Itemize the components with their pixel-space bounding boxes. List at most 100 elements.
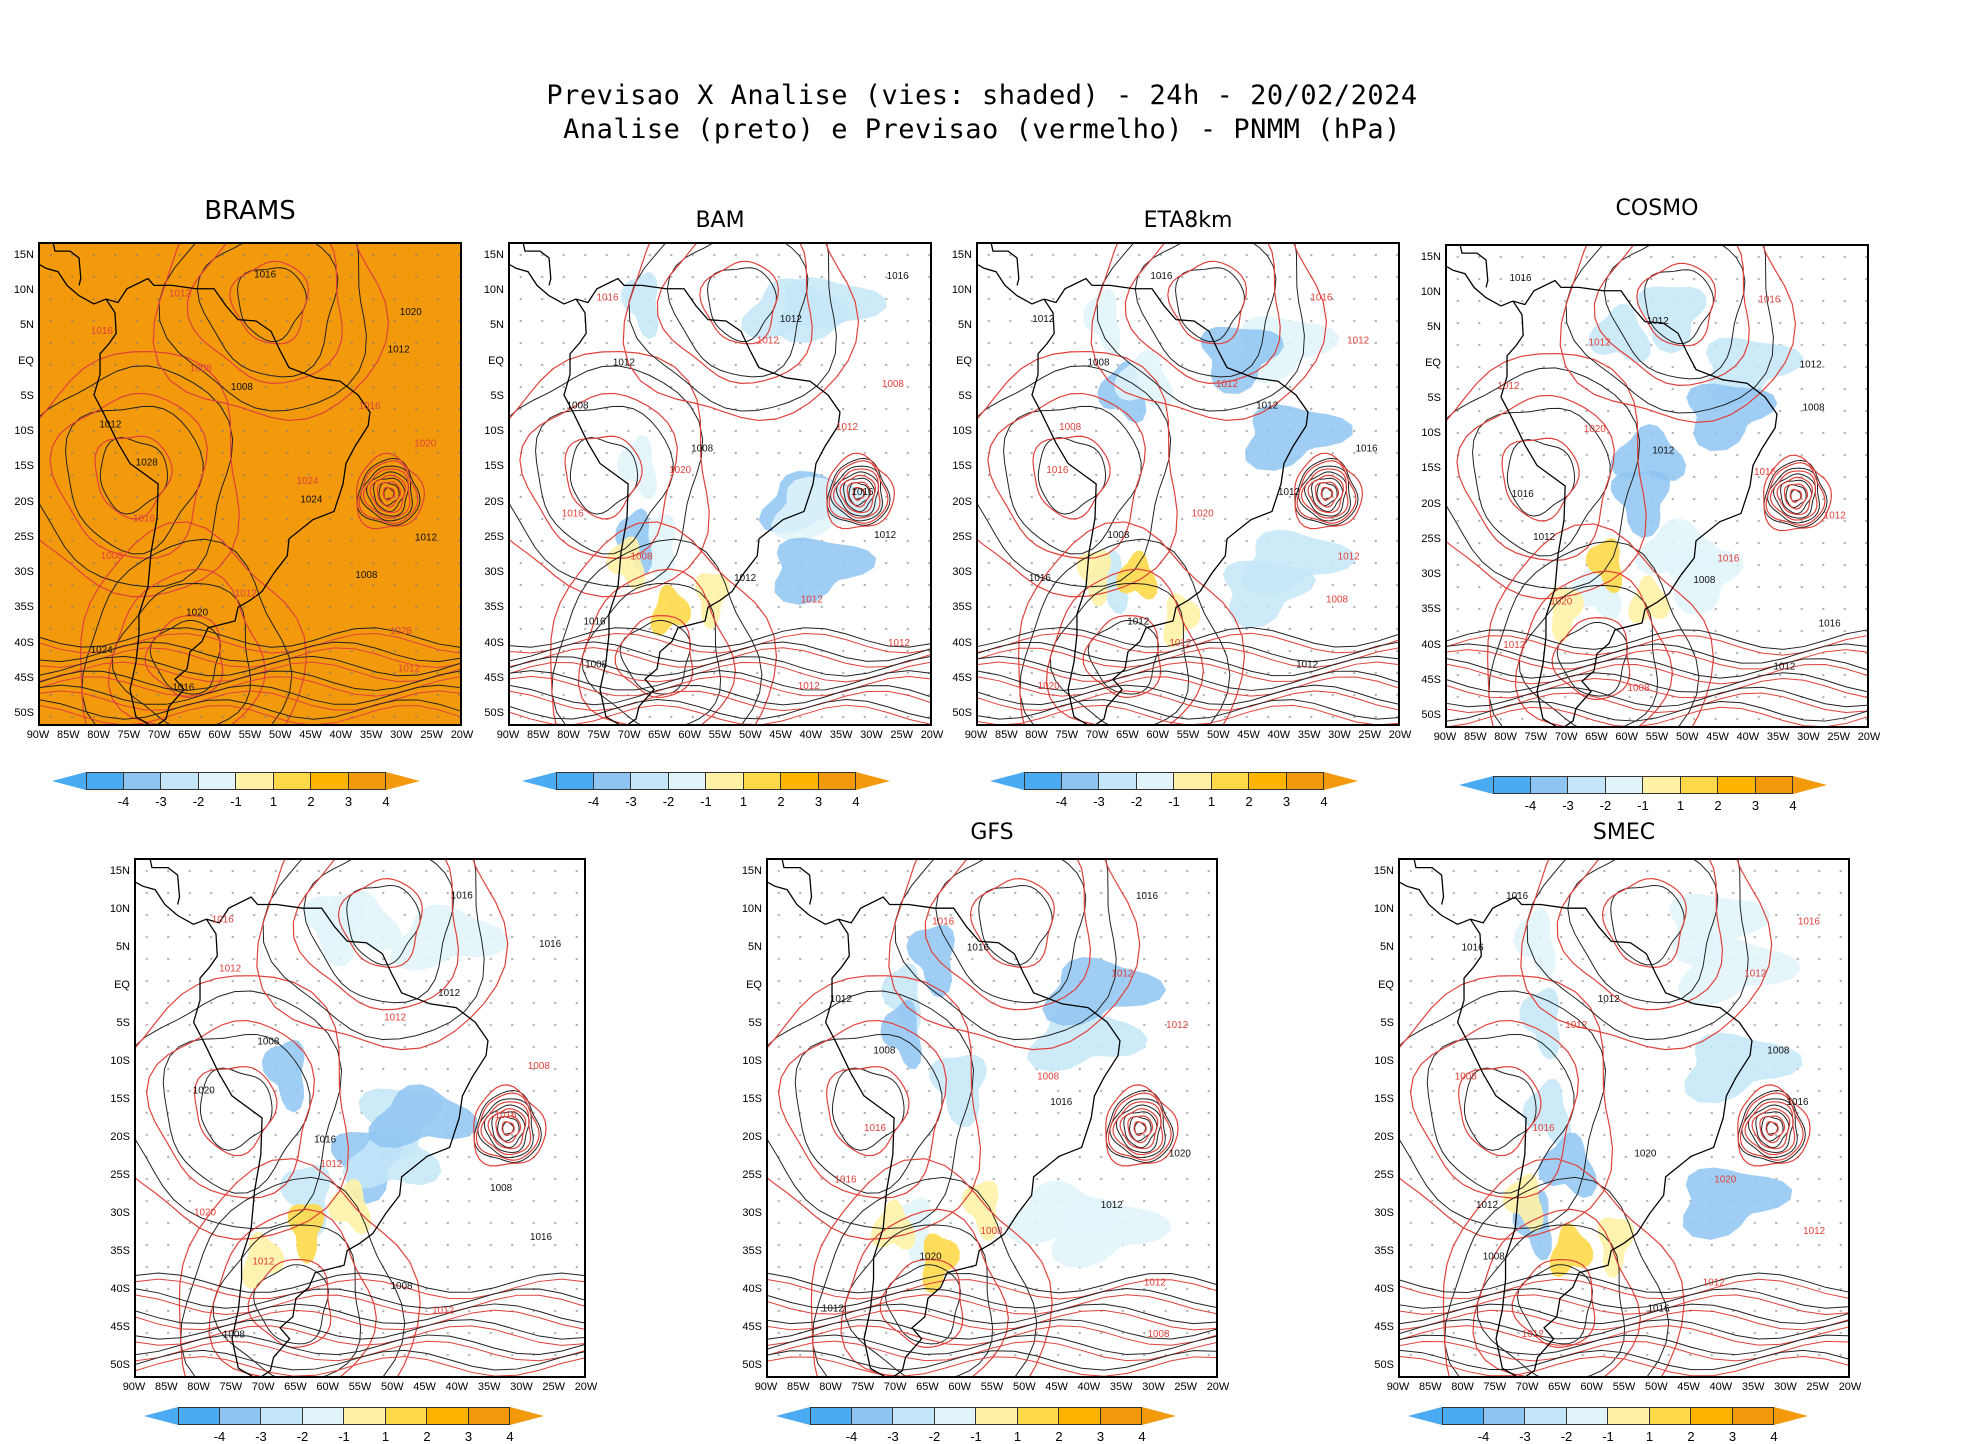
isobar-forecast [178, 1158, 421, 1376]
lat-label: 25S [14, 530, 34, 543]
isobar-forecast [382, 486, 396, 501]
lon-label: 50W [1644, 1381, 1668, 1393]
isobar-forecast [1744, 1101, 1796, 1156]
isobar-forecast [1457, 1066, 1542, 1157]
figure-title-line2: Analise (preto) e Previsao (vermelho) - … [563, 114, 1401, 145]
isobar-analysis [1772, 473, 1817, 519]
isobar-forecast [136, 1294, 584, 1315]
isobar-forecast [1551, 617, 1631, 700]
lat-label: EQ [1378, 979, 1394, 991]
isobar-analysis [1488, 540, 1700, 726]
lat-label: 5S [490, 389, 504, 402]
isobar-forecast [256, 860, 509, 1051]
isobar-analysis [149, 619, 221, 695]
colorbar-tick: -3 [255, 1429, 267, 1444]
lat-label: EQ [18, 354, 34, 367]
lat-label: 5N [489, 319, 504, 332]
coastline [990, 244, 1020, 286]
lon-label: 35W [1741, 1381, 1765, 1393]
isobar-forecast [1447, 635, 1867, 656]
isobar-forecast [136, 1278, 584, 1299]
isobar-forecast [40, 350, 240, 598]
lat-label: 10S [14, 425, 34, 438]
lon-label: 85W [1418, 1381, 1442, 1393]
colorbar-segment [1017, 1407, 1059, 1425]
isobar-forecast [1167, 260, 1248, 345]
lat-label: 5N [957, 319, 972, 332]
lat-label: 10S [484, 425, 504, 438]
isobar-forecast [825, 1066, 910, 1157]
lon-label: 70W [147, 729, 171, 741]
isobar-label: 1024 [91, 645, 114, 656]
isobar-label: 1008 [882, 379, 905, 390]
lat-label: 10N [13, 284, 34, 297]
lon-label: 45W [1706, 731, 1729, 743]
colorbar-tick: 1 [1207, 794, 1216, 809]
lon-label: 50W [1012, 1381, 1036, 1393]
isobar-label: 1016 [1046, 465, 1069, 476]
colorbar-segment [1059, 1407, 1101, 1425]
lon-label: 40W [1267, 729, 1291, 741]
lat-label: 35S [1374, 1245, 1394, 1257]
map-svg-bam: 1016101610121012101210081008101210081020… [510, 244, 930, 724]
lon-label: 80W [1025, 729, 1048, 741]
lat-label: 35S [14, 601, 34, 614]
isobar-label: 1016 [530, 1232, 553, 1243]
lat-label: 25S [1421, 532, 1441, 545]
figure-title-line1: Previsao X Analise (vies: shaded) - 24h … [546, 80, 1418, 111]
coastline [510, 264, 577, 305]
isobar-label: 1008 [981, 1226, 1004, 1237]
colorbar-tick: 4 [382, 794, 390, 809]
bias-shade-negative [1522, 1078, 1572, 1147]
colorbar-segment [236, 772, 274, 790]
isobar-forecast [614, 615, 694, 698]
lat-label: 50S [14, 707, 34, 719]
isobar-label: 1016 [887, 271, 910, 282]
isobar-forecast [475, 1092, 540, 1161]
lat-label: 10S [952, 425, 972, 438]
lon-label: 35W [1109, 1381, 1133, 1393]
isobar-forecast [1296, 460, 1357, 524]
lon-label: 80W [187, 1381, 210, 1393]
lat-label: 50S [952, 707, 972, 719]
isobar-forecast [1447, 663, 1867, 685]
isobar-forecast [699, 260, 780, 345]
lon-label: 25W [1827, 731, 1851, 743]
colorbar-tick: -3 [155, 794, 167, 809]
colorbar-tick: 2 [1055, 1429, 1063, 1444]
isobar-label: 1012 [1744, 968, 1767, 979]
isobar-label: 1008 [1483, 1252, 1506, 1263]
lon-label: 80W [819, 1381, 842, 1393]
isobar-analysis [40, 699, 460, 720]
isobar-analysis [40, 670, 460, 691]
lon-label: 55W [348, 1381, 372, 1393]
isobar-analysis [843, 477, 876, 512]
map-panel-gfs: 1016 1016 1016 1012 1012 1012 1008 1008 1016 1016… [766, 858, 1218, 1378]
lat-label: 15N [483, 249, 504, 261]
isobar-label: 1016 [254, 270, 277, 281]
isobar-forecast [1400, 1355, 1848, 1376]
isobar-label: 1016 [212, 915, 235, 926]
isobar-forecast [1449, 706, 1867, 726]
lat-label: 10S [110, 1055, 130, 1067]
bias-shade-negative [1636, 286, 1707, 354]
isobar-label: 1012 [1703, 1278, 1726, 1289]
isobar-label: 1008 [1767, 1046, 1790, 1057]
lon-label: 70W [617, 729, 641, 741]
isobar-forecast [1514, 570, 1673, 726]
isobar-analysis [40, 641, 460, 663]
isobar-forecast [1442, 1158, 1685, 1376]
isobar-label: 1012 [1101, 1200, 1124, 1211]
isobar-label: 1012 [1256, 401, 1278, 412]
lon-label: 75W [1055, 729, 1079, 741]
coastline [136, 881, 207, 926]
bias-shade-negative [1634, 518, 1724, 575]
isobar-label: 1008 [1803, 403, 1826, 414]
lon-label: 55W [980, 1381, 1004, 1393]
isobar-label: 1020 [1634, 1149, 1657, 1160]
lat-label: 40S [952, 636, 972, 649]
bias-shade-negative [1083, 288, 1121, 354]
lat-label: 15N [109, 865, 130, 877]
lon-label: 35W [1766, 731, 1790, 743]
colorbar-tick: -2 [192, 794, 205, 809]
